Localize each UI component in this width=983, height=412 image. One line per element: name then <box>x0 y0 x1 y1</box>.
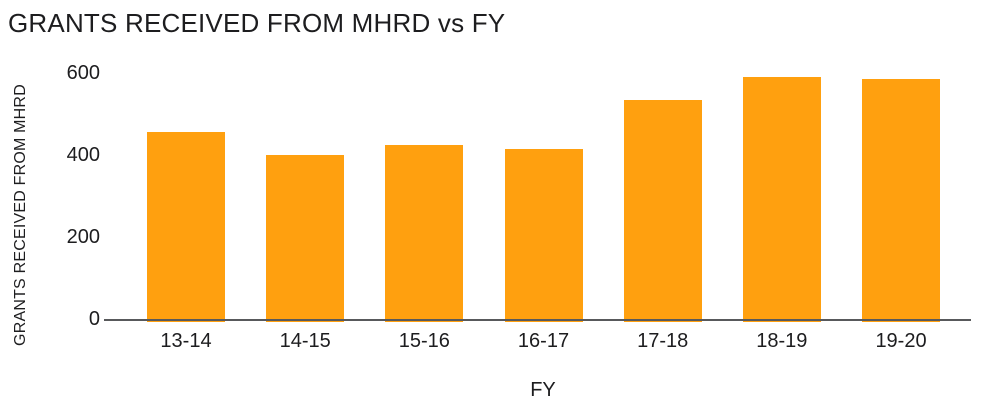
x-tick-label: 14-15 <box>279 330 331 352</box>
bar-14-15 <box>266 155 345 322</box>
x-tick-label: 15-16 <box>398 330 450 352</box>
bar-16-17 <box>504 148 583 322</box>
x-tick-label: 13-14 <box>160 330 212 352</box>
x-tick-label: 17-18 <box>637 330 689 352</box>
bar-15-16 <box>385 144 464 322</box>
bar-17-18 <box>623 99 702 322</box>
x-axis-line <box>104 319 971 321</box>
y-axis-title: GRANTS RECEIVED FROM MHRD <box>12 84 29 346</box>
y-tick-label: 0 <box>88 308 100 330</box>
y-tick-label: 600 <box>66 62 100 84</box>
x-tick-label: 19-20 <box>875 330 927 352</box>
bar-19-20 <box>862 79 941 322</box>
x-tick-label: 16-17 <box>517 330 570 352</box>
bar-13-14 <box>147 132 225 322</box>
x-axis-title: FY <box>530 379 556 401</box>
chart-title: GRANTS RECEIVED FROM MHRD vs FY <box>8 8 506 38</box>
y-tick-label: 400 <box>66 144 100 166</box>
y-tick-label: 200 <box>66 226 100 248</box>
bar-18-19 <box>742 77 821 322</box>
x-tick-label: 18-19 <box>756 330 808 352</box>
